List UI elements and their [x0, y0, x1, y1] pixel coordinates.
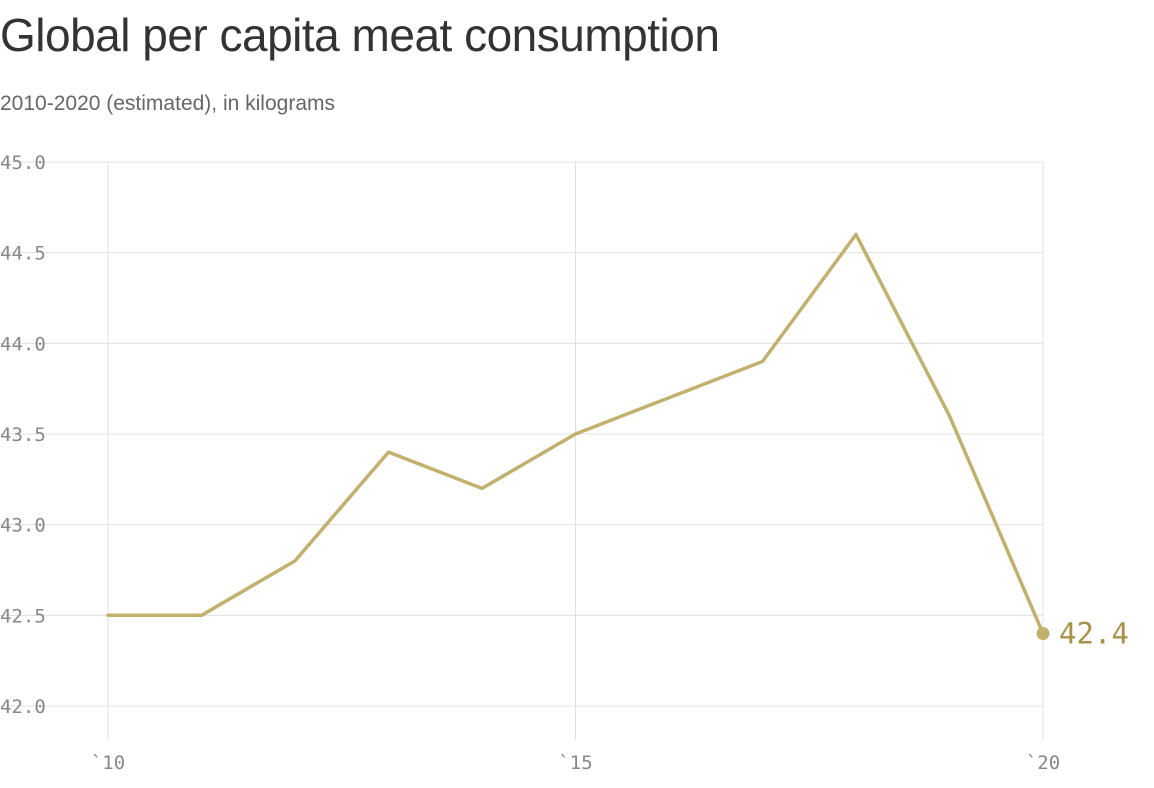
y-tick-label: 44.0 — [0, 333, 46, 355]
grid — [0, 161, 1044, 740]
y-tick-label: 43.0 — [0, 515, 46, 537]
x-tick-label: `20 — [1026, 752, 1060, 774]
y-tick-label: 45.0 — [0, 152, 46, 174]
end-value-label: 42.4 — [1059, 616, 1129, 650]
x-tick-label: `15 — [558, 752, 592, 774]
y-tick-label: 42.0 — [0, 696, 46, 718]
series-line — [106, 232, 1045, 636]
end-point-marker — [1036, 626, 1050, 640]
series: 42.4 — [106, 232, 1129, 650]
chart-title: Global per capita meat consumption — [0, 9, 720, 61]
axis-ticks: 42.0 42.5 43.0 43.5 44.0 44.5 45.0 `10 `15 `20 — [0, 152, 1060, 774]
y-tick-label: 42.5 — [0, 605, 46, 627]
y-tick-label: 43.5 — [0, 424, 46, 446]
x-tick-label: `10 — [91, 752, 125, 774]
chart-subtitle: 2010-2020 (estimated), in kilograms — [0, 92, 335, 115]
y-tick-label: 44.5 — [0, 243, 46, 265]
